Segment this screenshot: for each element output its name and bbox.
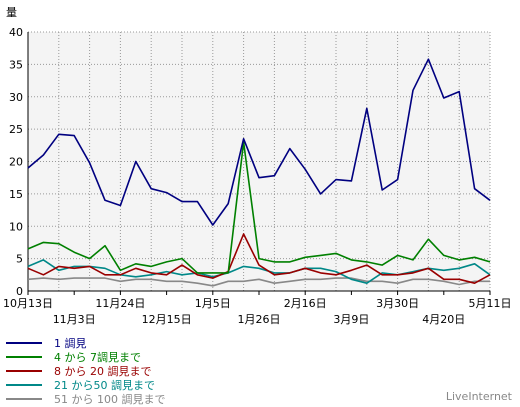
y-tick-label: 35 (9, 58, 23, 71)
x-tick-label: 12月15日 (142, 313, 192, 326)
legend-swatch (6, 384, 42, 386)
legend-swatch (6, 356, 42, 358)
y-tick-label: 0 (16, 285, 23, 298)
x-tick-label: 3月9日 (333, 313, 369, 326)
x-tick-label: 1月5日 (195, 297, 231, 310)
series-line (27, 141, 491, 274)
x-tick-label: 2月16日 (284, 297, 327, 310)
x-tick-label: 11月24日 (95, 297, 145, 310)
legend: 1 調見 4 から 7調見まで 8 から 20 調見まで 21 から50 調見ま… (6, 336, 306, 406)
legend-label: 8 から 20 調見まで (54, 365, 152, 378)
y-tick-label: 40 (9, 26, 23, 39)
watermark: LiveInternet (445, 390, 512, 403)
legend-swatch (6, 398, 42, 400)
y-tick-label: 10 (9, 220, 23, 233)
y-axis-label: 量 (6, 6, 17, 19)
legend-item: 1 調見 (6, 336, 306, 350)
legend-label: 51 から 100 調見まで (54, 393, 166, 406)
x-tick-label: 11月3日 (53, 313, 96, 326)
series-line (27, 233, 491, 285)
x-tick-label: 5月11日 (469, 297, 512, 310)
x-tick-label: 4月20日 (422, 313, 465, 326)
series-line (27, 277, 490, 287)
x-tick-label: 10月13日 (3, 297, 53, 310)
series-line (27, 58, 491, 226)
y-tick-label: 20 (9, 156, 23, 169)
legend-item: 4 から 7調見まで (6, 350, 306, 364)
legend-label: 1 調見 (54, 337, 87, 350)
legend-label: 4 から 7調見まで (54, 351, 141, 364)
y-tick-label: 15 (9, 188, 23, 201)
x-tick-label: 1月26日 (238, 313, 281, 326)
legend-item: 21 から50 調見まで (6, 378, 306, 392)
y-tick-label: 30 (9, 91, 23, 104)
legend-label: 21 から50 調見まで (54, 379, 155, 392)
legend-swatch (6, 342, 42, 344)
legend-item: 51 から 100 調見まで (6, 392, 306, 406)
legend-item: 8 から 20 調見まで (6, 364, 306, 378)
y-tick-label: 25 (9, 123, 23, 136)
y-tick-label: 5 (16, 253, 23, 266)
series-line (27, 259, 491, 285)
x-tick-label: 3月30日 (376, 297, 419, 310)
legend-swatch (6, 370, 42, 372)
